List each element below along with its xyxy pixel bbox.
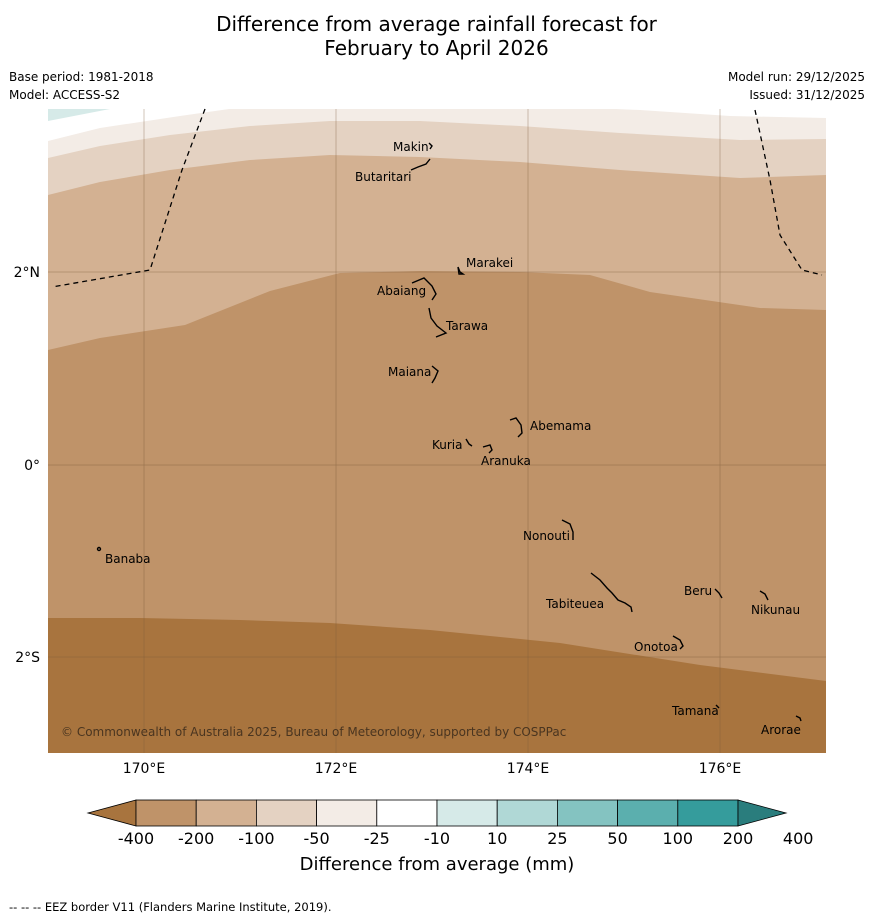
- band-minus-10: [48, 109, 826, 141]
- colorbar-segment: [255, 799, 317, 827]
- island-banaba: [96, 546, 102, 552]
- lon-axis-labels: 170°E 172°E 174°E 176°E: [123, 761, 742, 777]
- colorbar-tick-label: 200: [723, 829, 754, 848]
- colorbar-tick-label: 400: [783, 829, 814, 848]
- island-butaritari: [410, 158, 431, 171]
- model-name: Model: ACCESS-S2: [9, 88, 121, 102]
- label-nonouti: Nonouti: [523, 529, 570, 543]
- lat-label-2n: 2°N: [14, 265, 40, 281]
- island-aranuka: [482, 444, 493, 454]
- colorbar-tick-label: -25: [364, 829, 390, 848]
- chart-title: Difference from average rainfall forecas…: [0, 12, 873, 60]
- label-arorae: Arorae: [761, 723, 801, 737]
- label-tamana: Tamana: [671, 704, 719, 718]
- label-beru: Beru: [684, 584, 712, 598]
- rainfall-bands: [48, 109, 826, 753]
- colorbar-segment: [557, 799, 619, 827]
- colorbar-segment: [617, 799, 679, 827]
- colorbar-segment: [376, 799, 438, 827]
- lat-axis-labels: 2°N 0° 2°S: [14, 265, 41, 666]
- colorbar-right-extension: [737, 799, 788, 827]
- colorbar-tick-label: -200: [178, 829, 214, 848]
- island-nonouti: [561, 519, 574, 540]
- colorbar-tick-label: -400: [118, 829, 154, 848]
- label-abemama: Abemama: [530, 419, 591, 433]
- island-abaiang: [411, 277, 437, 301]
- lat-label-0: 0°: [24, 458, 40, 474]
- colorbar-segment: [195, 799, 257, 827]
- island-onotoa: [672, 635, 684, 650]
- colorbar-tick-label: 10: [487, 829, 507, 848]
- island-makin: [428, 142, 433, 150]
- island-nikunau: [759, 590, 769, 601]
- colorbar-left-extension: [86, 799, 137, 827]
- meta-left: Base period: 1981-2018 Model: ACCESS-S2: [9, 68, 154, 104]
- lon-label-170: 170°E: [123, 761, 166, 777]
- place-labels: Makin Butaritari Marakei Abaiang Tarawa …: [105, 140, 801, 737]
- colorbar-label: Difference from average (mm): [300, 854, 575, 875]
- label-tarawa: Tarawa: [445, 319, 488, 333]
- label-makin: Makin: [393, 140, 429, 154]
- colorbar-segments: [135, 799, 739, 827]
- colorbar-tick-label: -100: [238, 829, 274, 848]
- eez-border-west: [51, 108, 206, 288]
- colorbar-tick-labels: -400 -200 -100 -50 -25 -10 10 25 50 100 200 400: [118, 829, 814, 848]
- band-plus-10: [48, 109, 110, 121]
- colorbar: -400 -200 -100 -50 -25 -10 10 25 50 100 200 400 Dif…: [86, 799, 814, 875]
- meta-right: Model run: 29/12/2025 Issued: 31/12/2025: [728, 68, 865, 104]
- title-line-2: February to April 2026: [324, 36, 549, 60]
- issued-date: Issued: 31/12/2025: [749, 88, 865, 102]
- eez-borders: [51, 108, 823, 288]
- label-maiana: Maiana: [388, 365, 431, 379]
- label-aranuka: Aranuka: [481, 454, 531, 468]
- colorbar-tick-label: -50: [304, 829, 330, 848]
- label-abaiang: Abaiang: [377, 284, 426, 298]
- lat-label-2s: 2°S: [15, 650, 40, 666]
- label-kuria: Kuria: [432, 438, 463, 452]
- label-banaba: Banaba: [105, 552, 151, 566]
- lon-label-174: 174°E: [507, 761, 550, 777]
- label-nikunau: Nikunau: [751, 603, 800, 617]
- colorbar-tick-label: 100: [663, 829, 694, 848]
- island-tabiteuea: [590, 572, 633, 613]
- eez-footnote: -- -- -- EEZ border V11 (Flanders Marine…: [9, 900, 332, 914]
- lon-label-172: 172°E: [315, 761, 358, 777]
- island-beru: [714, 588, 723, 599]
- graticule: [48, 109, 826, 753]
- base-period: Base period: 1981-2018: [9, 70, 154, 84]
- colorbar-segment: [135, 799, 197, 827]
- colorbar-segment: [677, 799, 739, 827]
- label-onotoa: Onotoa: [634, 640, 678, 654]
- colorbar-segment: [436, 799, 498, 827]
- island-arorae: [795, 715, 802, 722]
- island-tarawa: [428, 307, 448, 338]
- island-kuria: [465, 438, 473, 447]
- colorbar-segment: [496, 799, 558, 827]
- label-tabiteuea: Tabiteuea: [545, 597, 604, 611]
- island-marakei: [457, 266, 466, 275]
- colorbar-tick-label: 50: [607, 829, 627, 848]
- island-maiana: [431, 365, 439, 384]
- island-abemama: [509, 417, 523, 438]
- lon-label-176: 176°E: [699, 761, 742, 777]
- label-butaritari: Butaritari: [355, 170, 412, 184]
- colorbar-tick-label: 25: [547, 829, 567, 848]
- colorbar-tick-label: -10: [424, 829, 450, 848]
- label-marakei: Marakei: [466, 256, 513, 270]
- island-outlines: [96, 142, 802, 722]
- model-run: Model run: 29/12/2025: [727, 70, 865, 84]
- eez-border-east: [754, 109, 823, 276]
- colorbar-segment: [316, 799, 378, 827]
- island-tamana: [715, 704, 720, 709]
- band-minus-25: [48, 109, 826, 158]
- title-line-1: Difference from average rainfall forecas…: [216, 12, 657, 36]
- copyright-notice: © Commonwealth of Australia 2025, Bureau…: [61, 725, 566, 739]
